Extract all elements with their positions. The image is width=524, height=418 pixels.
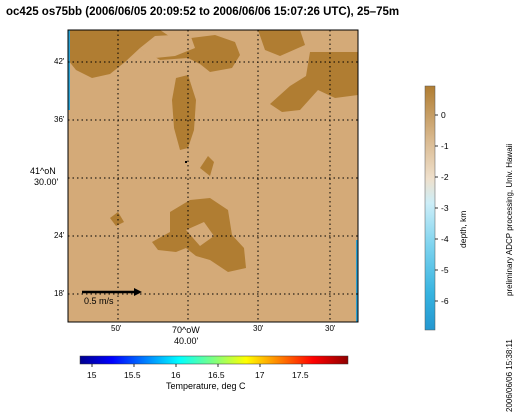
map-frame bbox=[67, 29, 359, 323]
lon-center-label-deg: 70^oW bbox=[172, 325, 200, 335]
temperature-colorbar bbox=[79, 355, 349, 365]
lat-tick-42: 42' bbox=[54, 57, 65, 66]
knoll-small bbox=[200, 156, 214, 176]
map-gridlines bbox=[68, 30, 358, 322]
temp-tick-17: 17 bbox=[255, 370, 265, 380]
depth-tick-4: -4 bbox=[441, 234, 449, 244]
depth-tick-0: 0 bbox=[441, 110, 446, 120]
bathymetry-map bbox=[68, 30, 358, 322]
lat-center-label-min: 30.00' bbox=[34, 177, 59, 187]
temp-tick-16-5: 16.5 bbox=[208, 370, 225, 380]
scale-vector-label: 0.5 m/s bbox=[84, 296, 114, 306]
knoll-west bbox=[110, 212, 124, 226]
lat-tick-24: 24' bbox=[54, 231, 65, 240]
plot-title: oc425 os75bb (2006/06/05 20:09:52 to 200… bbox=[6, 6, 400, 18]
timestamp-text: 2006/06/06 15:38:11 bbox=[505, 339, 514, 412]
patch-south-light bbox=[186, 222, 214, 246]
temperature-colorbar-label: Temperature, deg C bbox=[166, 381, 246, 391]
lat-tick-36: 36' bbox=[54, 115, 65, 124]
depth-tick-1: -1 bbox=[441, 141, 449, 151]
depth-colorbar bbox=[424, 85, 436, 331]
credit-text: preliminary ADCP processing, Univ. Hawai… bbox=[505, 143, 514, 296]
track-point bbox=[185, 161, 187, 163]
temp-tick-15-5: 15.5 bbox=[124, 370, 141, 380]
patch-north-light bbox=[140, 34, 195, 58]
ridge-central bbox=[172, 75, 196, 150]
shoal-east bbox=[270, 52, 358, 112]
depth-colorbar-ticks bbox=[435, 114, 438, 302]
lat-center-label-deg: 41^oN bbox=[30, 166, 56, 176]
lat-tick-18: 18' bbox=[54, 289, 65, 298]
depth-tick-3: -3 bbox=[441, 203, 449, 213]
depth-tick-5: -5 bbox=[441, 265, 449, 275]
temp-tick-17-5: 17.5 bbox=[292, 370, 309, 380]
lon-tick-50: 50' bbox=[111, 324, 122, 333]
depth-tick-6: -6 bbox=[441, 296, 449, 306]
temp-tick-15: 15 bbox=[87, 370, 97, 380]
depth-colorbar-label: depth, km bbox=[458, 210, 468, 248]
shoal-northeast bbox=[258, 30, 305, 56]
temp-tick-16: 16 bbox=[171, 370, 181, 380]
depth-tick-2: -2 bbox=[441, 172, 449, 182]
lon-center-label-min: 40.00' bbox=[174, 336, 199, 346]
scale-vector-arrow bbox=[82, 288, 142, 296]
lon-tick-30b: 30' bbox=[325, 324, 336, 333]
lon-tick-30a: 30' bbox=[253, 324, 264, 333]
temperature-colorbar-ticks bbox=[91, 364, 303, 367]
